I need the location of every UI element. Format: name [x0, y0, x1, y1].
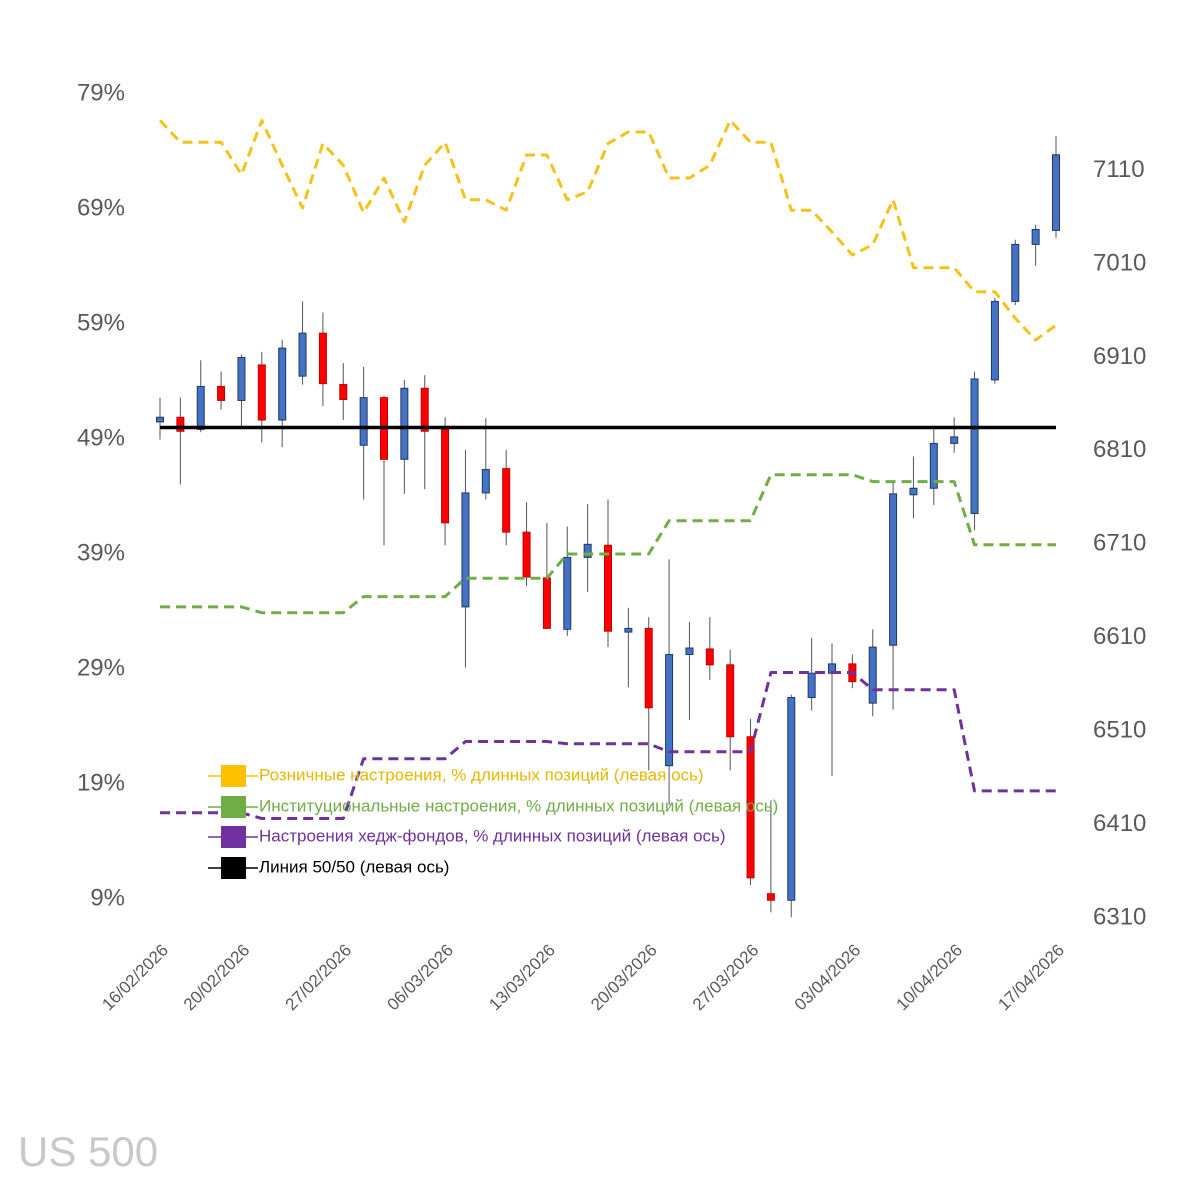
candle-body — [481, 469, 490, 494]
legend-label: Институциональные настроения, % длинных … — [259, 796, 778, 815]
candle-body — [705, 648, 714, 666]
candle-body — [318, 332, 327, 385]
candle-body — [461, 492, 470, 608]
x-tick-label: 27/03/2026 — [689, 941, 763, 1015]
candle-body — [542, 577, 551, 629]
candle-body — [217, 385, 226, 401]
candle-body — [359, 397, 368, 446]
legend-label: Настроения хедж-фондов, % длинных позици… — [259, 826, 726, 845]
candle-body — [868, 646, 877, 704]
y2-tick-label: 6710 — [1093, 530, 1146, 557]
x-tick-label: 17/04/2026 — [994, 941, 1068, 1015]
candle-body — [339, 384, 348, 400]
x-tick-label: 10/04/2026 — [893, 941, 967, 1015]
candle-body — [502, 468, 511, 533]
candle-body — [196, 385, 205, 430]
candle-body — [624, 627, 633, 633]
candle-body — [726, 664, 735, 738]
legend-swatch — [221, 826, 246, 848]
x-tick-label: 16/02/2026 — [98, 941, 172, 1015]
candle-body — [1031, 228, 1040, 245]
candle-body — [237, 356, 246, 401]
legend-swatch — [221, 765, 246, 787]
y-tick-label: 9% — [90, 884, 125, 911]
y2-tick-label: 6410 — [1093, 810, 1146, 837]
y2-tick-label: 7010 — [1093, 249, 1146, 276]
candle-body — [685, 647, 694, 656]
y2-tick-label: 6810 — [1093, 436, 1146, 463]
y2-tick-label: 6610 — [1093, 623, 1146, 650]
watermark: US 500 — [18, 1128, 158, 1175]
candle-body — [909, 487, 918, 496]
candle-body — [583, 543, 592, 558]
candle-body — [176, 416, 185, 432]
candle-body — [766, 893, 775, 901]
x-tick-label: 06/03/2026 — [383, 941, 457, 1015]
candle-body — [563, 556, 572, 630]
x-tick-label: 03/04/2026 — [791, 941, 865, 1015]
x-tick-label: 27/02/2026 — [282, 941, 356, 1015]
y-tick-label: 29% — [77, 654, 125, 681]
y2-tick-label: 6910 — [1093, 343, 1146, 370]
candle-body — [746, 736, 755, 879]
y-tick-label: 59% — [77, 309, 125, 336]
candle-body — [807, 672, 816, 699]
candle-body — [298, 332, 307, 377]
candle-body — [787, 697, 796, 901]
legend-swatch — [221, 857, 246, 879]
series-line — [160, 671, 1056, 820]
y-tick-label: 69% — [77, 194, 125, 221]
candle-body — [1011, 243, 1020, 302]
series-line — [160, 473, 1056, 615]
y-tick-label: 79% — [77, 79, 125, 106]
y2-tick-label: 6510 — [1093, 716, 1146, 743]
candle-body — [156, 416, 164, 423]
candle-body — [929, 442, 938, 489]
x-tick-label: 20/03/2026 — [587, 941, 661, 1015]
candle-body — [257, 364, 266, 421]
legend-label: Линия 50/50 (левая ось) — [259, 857, 449, 876]
legend-label: Розничные настроения, % длинных позиций … — [259, 765, 704, 784]
candle-body — [420, 387, 429, 432]
y-tick-label: 39% — [77, 539, 125, 566]
x-tick-label: 20/02/2026 — [180, 941, 254, 1015]
legend-swatch — [221, 796, 246, 818]
candle-body — [889, 493, 898, 646]
y-tick-label: 19% — [77, 769, 125, 796]
x-tick-label: 13/03/2026 — [485, 941, 559, 1015]
candle-body — [665, 654, 674, 767]
candle-body — [1052, 154, 1060, 231]
candle-body — [990, 300, 999, 381]
candle-body — [441, 428, 450, 524]
y2-tick-label: 6310 — [1093, 903, 1146, 930]
series-line — [158, 119, 1057, 342]
candle-body — [644, 627, 653, 709]
y2-tick-label: 7110 — [1093, 156, 1145, 183]
candle-body — [604, 544, 612, 632]
candle-body — [522, 531, 531, 578]
y-tick-label: 49% — [77, 424, 125, 451]
candle-body — [950, 436, 959, 444]
candle-body — [970, 378, 979, 514]
candle-body — [400, 387, 409, 460]
candle-body — [278, 347, 287, 421]
